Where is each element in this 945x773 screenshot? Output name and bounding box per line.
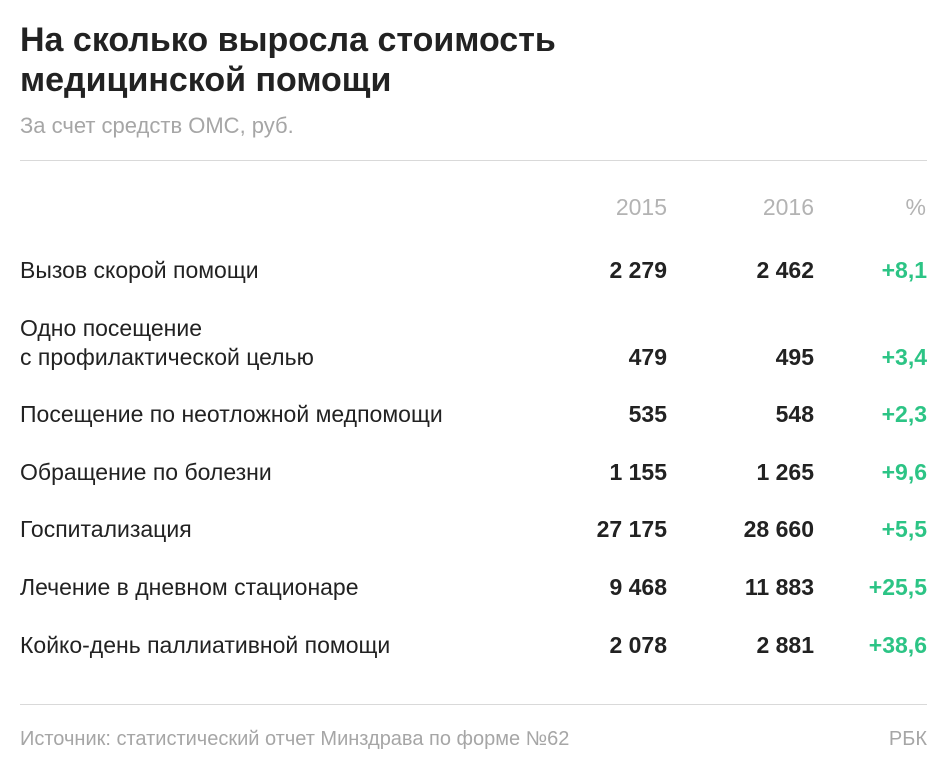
- column-header-2015: 2015: [615, 194, 667, 220]
- row-label: Обращение по болезни: [20, 459, 272, 485]
- value-2015: 2 279: [609, 257, 667, 283]
- chart-subtitle: За счет средств ОМС, руб.: [20, 113, 294, 138]
- value-2016: 2 881: [756, 632, 814, 658]
- percent-change: +38,6: [868, 632, 927, 658]
- source-note: Источник: статистический отчет Минздрава…: [20, 728, 570, 750]
- value-2015: 1 155: [609, 459, 667, 485]
- value-2016: 11 883: [744, 574, 814, 600]
- value-2016: 2 462: [756, 257, 814, 283]
- chart-title: На сколько выросла стоимость медицинской…: [20, 21, 556, 99]
- column-header-2016: 2016: [762, 194, 814, 220]
- percent-change: +3,4: [881, 344, 927, 370]
- value-2015: 479: [628, 344, 667, 370]
- top-divider: [20, 160, 927, 161]
- value-2016: 548: [775, 401, 814, 427]
- row-label: Вызов скорой помощи: [20, 257, 259, 283]
- row-label: Койко-день паллиативной помощи: [20, 632, 391, 658]
- brand-logo: РБК: [888, 728, 927, 750]
- value-2015: 535: [628, 401, 667, 427]
- value-2015: 2 078: [609, 632, 667, 658]
- percent-change: +25,5: [868, 574, 927, 600]
- value-2015: 9 468: [609, 574, 667, 600]
- row-label: Посещение по неотложной медпомощи: [20, 401, 443, 427]
- row-label: Одно посещение с профилактической целью: [20, 315, 314, 370]
- percent-change: +9,6: [881, 459, 927, 485]
- value-2016: 1 265: [756, 459, 814, 485]
- percent-change: +2,3: [881, 401, 927, 427]
- value-2016: 28 660: [743, 516, 814, 542]
- value-2015: 27 175: [596, 516, 667, 542]
- percent-change: +5,5: [881, 516, 927, 542]
- row-label: Лечение в дневном стационаре: [20, 574, 359, 600]
- bottom-divider: [20, 704, 927, 705]
- percent-change: +8,1: [881, 257, 927, 283]
- row-label: Госпитализация: [20, 516, 192, 542]
- value-2016: 495: [775, 344, 814, 370]
- column-header-percent: %: [905, 194, 926, 220]
